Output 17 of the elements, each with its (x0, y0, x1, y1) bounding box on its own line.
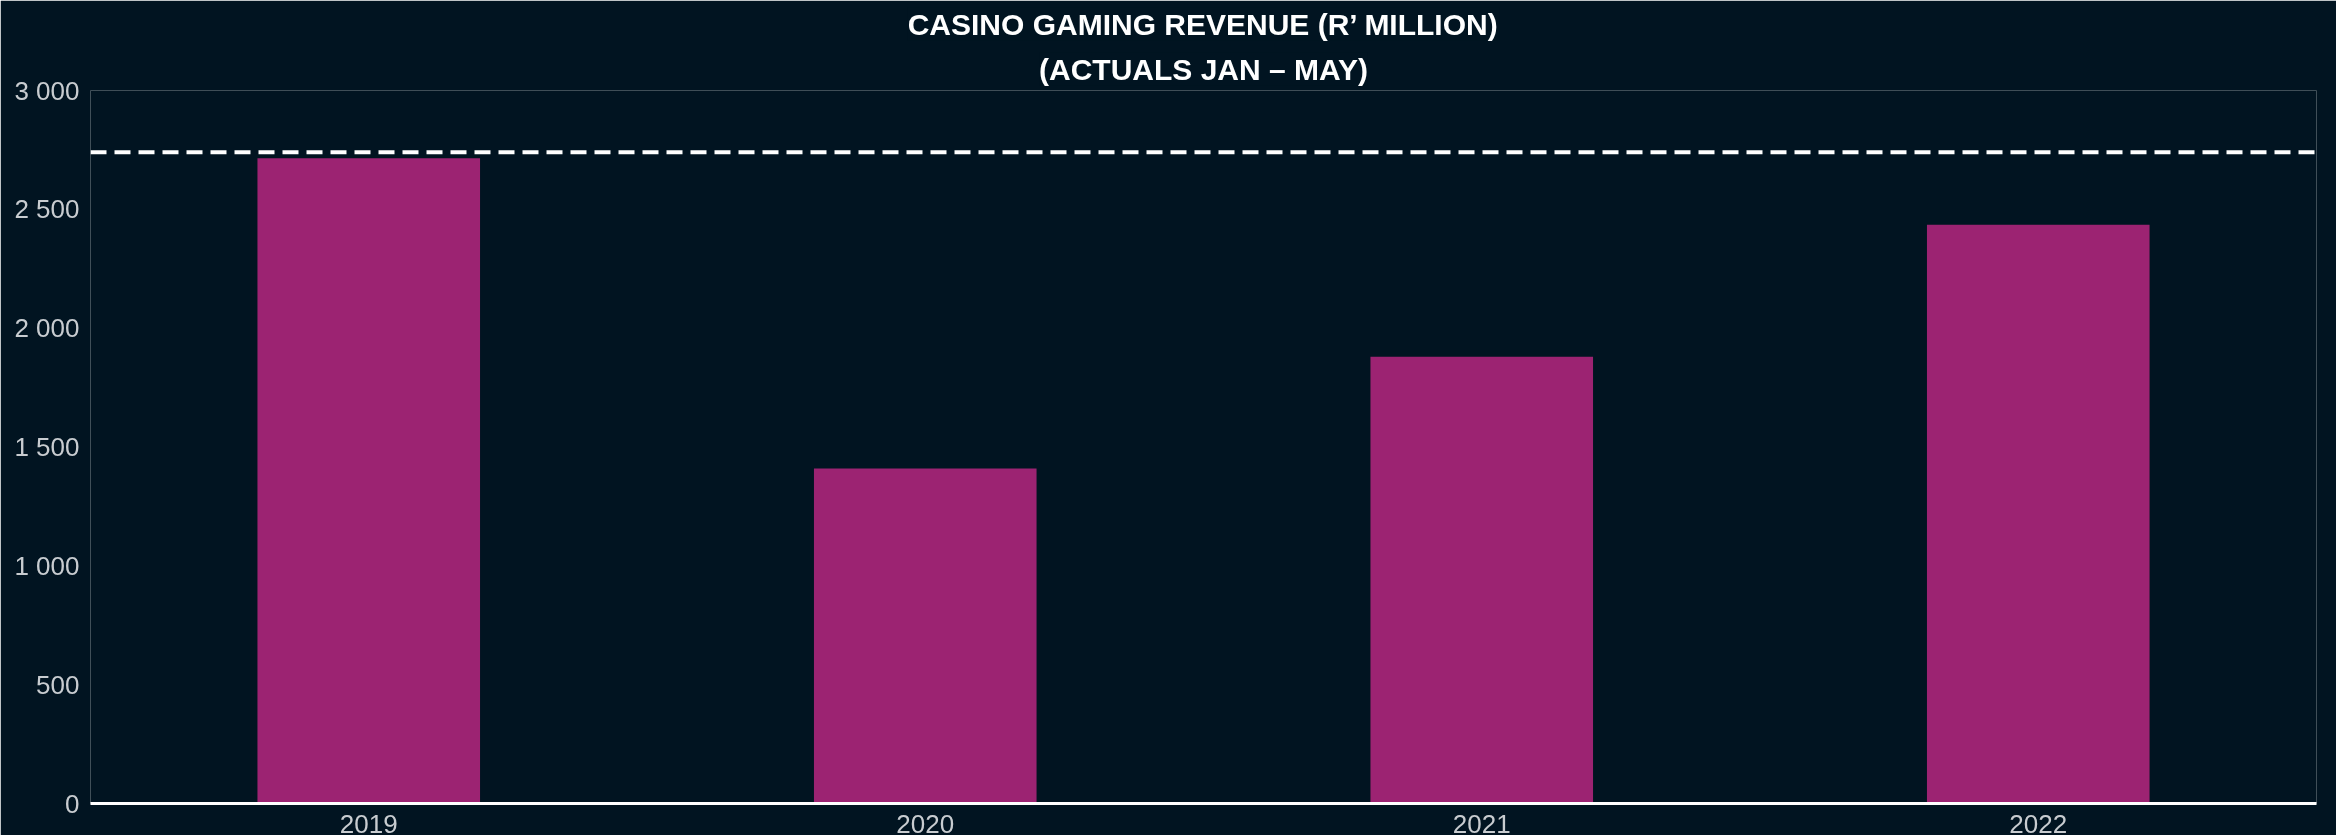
bar (1370, 356, 1594, 804)
chart-title: CASINO GAMING REVENUE (R’ MILLION) (907, 7, 1498, 41)
y-tick-label: 2 500 (14, 194, 80, 225)
x-tick-label: 2020 (896, 808, 955, 835)
y-tick-label: 3 000 (14, 75, 80, 106)
y-tick-label: 2 000 (14, 313, 80, 344)
bar (1926, 224, 2150, 804)
y-tick-label: 500 (36, 669, 80, 700)
y-tick-label: 1 500 (14, 432, 80, 462)
chart-subtitle: (ACTUALS JAN – MAY) (1039, 52, 1368, 86)
y-tick-label: 0 (65, 788, 80, 819)
x-tick-label: 2021 (1452, 808, 1511, 835)
y-tick-label: 1 000 (14, 550, 80, 581)
bar (813, 468, 1037, 804)
bar (257, 158, 481, 804)
x-tick-label: 2019 (339, 808, 398, 835)
x-tick-label: 2022 (2009, 808, 2068, 835)
